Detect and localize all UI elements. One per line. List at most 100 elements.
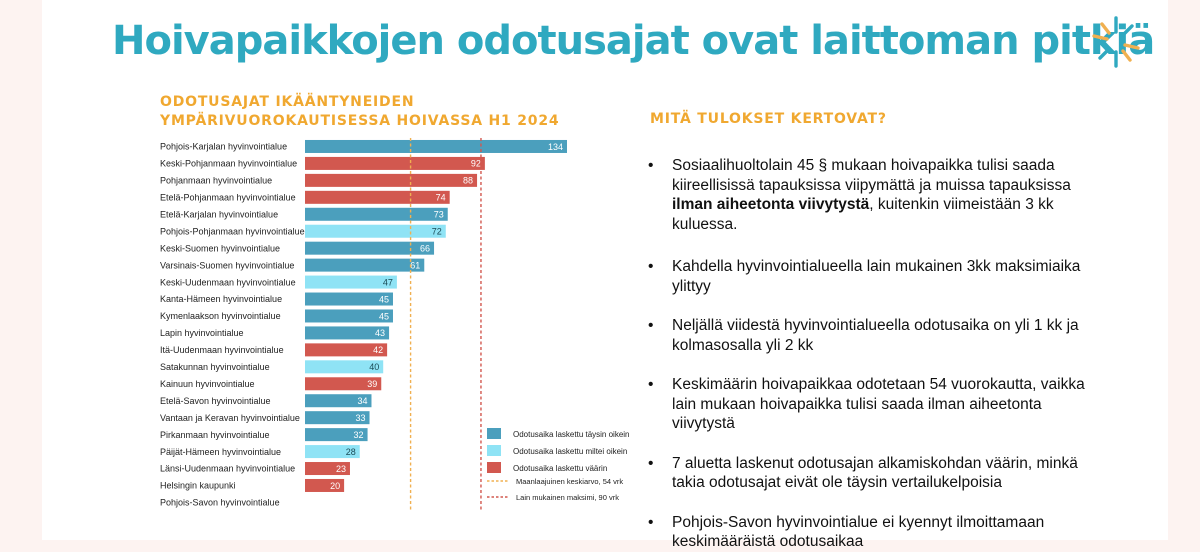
result-bullet: • Keskimäärin hoivapaikkaa odotetaan 54 v… [646,375,1086,434]
bullet-dot-icon: • [648,258,654,275]
legend-label: Odotusaika laskettu miltei oikein [513,447,627,456]
bullet-text: Sosiaalihuoltolain 45 § mukaan hoivapaik… [672,157,1071,194]
result-bullet: • 7 aluetta laskenut odotusajan alkamisko… [646,454,1086,493]
category-label: Pohjois-Savon hyvinvointialue [160,498,280,508]
bar [305,139,567,153]
bar-value-label: 134 [548,142,563,152]
bar [305,207,448,221]
category-label: Etelä-Karjalan hyvinvointialue [160,209,278,219]
chart-title-line2: YMPÄRIVUOROKAUTISESSA HOIVASSA H1 2024 [160,113,560,129]
category-label: Länsi-Uudenmaan hyvinvointialue [160,464,295,474]
bar [305,173,478,187]
bar [305,377,382,391]
category-label: Pohjanmaan hyvinvointialue [160,176,272,186]
bar-value-label: 28 [346,447,356,457]
legend-label: Odotusaika laskettu täysin oikein [513,430,630,439]
chart-title-line1: ODOTUSAJAT IKÄÄNTYNEIDEN [160,94,415,110]
bar [305,462,350,476]
bar-value-label: 45 [379,294,389,304]
category-label: Kanta-Hämeen hyvinvointialue [160,294,282,304]
category-label: Pirkanmaan hyvinvointialue [160,430,270,440]
bullet-emphasis: ilman aiheetonta viivytystä [672,196,870,213]
bar [305,156,485,170]
bar [305,428,368,442]
results-heading: MITÄ TULOKSET KERTOVAT? [650,111,887,127]
bar-value-label: 45 [379,311,389,321]
category-label: Pohjois-Karjalan hyvinvointialue [160,142,287,152]
sparkle-logo-icon [1092,16,1140,68]
bar-value-label: 73 [434,210,444,220]
bar-value-label: 47 [383,277,393,287]
bar [305,360,384,374]
bar-value-label: 40 [369,362,379,372]
bullet-dot-icon: • [648,513,654,531]
bar-value-label: 23 [336,464,346,474]
category-label: Itä-Uudenmaan hyvinvointialue [160,345,284,355]
chart-title: ODOTUSAJAT IKÄÄNTYNEIDEN YMPÄRIVUOROKAUT… [160,93,600,131]
bullet-text: Keskimäärin hoivapaikkaa odotetaan 54 vu… [672,376,1085,432]
category-label: Helsingin kaupunki [160,481,236,491]
slide-title: Hoivapaikkojen odotusajat ovat laittoman… [112,18,1155,64]
bullet-dot-icon: • [648,157,654,174]
bullet-text: Kahdella hyvinvointialueella lain mukain… [672,258,1081,295]
bar [305,309,393,323]
legend-swatch [487,428,501,439]
category-label: Satakunnan hyvinvointialue [160,362,270,372]
bar [305,275,397,289]
category-label: Varsinais-Suomen hyvinvointialue [160,260,294,270]
waiting-times-bar-chart: Pohjois-Karjalan hyvinvointialue 134 Keski… [160,138,630,511]
slide [42,0,1168,540]
bar [305,241,435,255]
bar [305,326,390,340]
bullet-text: 7 aluetta laskenut odotusajan alkamiskoh… [672,454,1078,492]
category-label: Etelä-Pohjanmaan hyvinvointialue [160,193,296,203]
legend-label: Odotusaika laskettu väärin [513,464,607,473]
bar-value-label: 92 [471,159,481,169]
bullet-text-end: , kuitenkin viimeistään 3 kk kuluessa. [672,196,1054,233]
result-bullet: • Kahdella hyvinvointialueella lain mukai… [646,257,1086,296]
category-label: Lapin hyvinvointialue [160,328,244,338]
bullet-text: Pohjois-Savon hyvinvointialue ei kyennyt… [672,513,1045,551]
category-label: Keski-Uudenmaan hyvinvointialue [160,277,296,287]
bar-value-label: 34 [357,396,367,406]
category-label: Etelä-Savon hyvinvointialue [160,396,271,406]
bar-value-label: 32 [354,430,364,440]
category-label: Pohjois-Pohjanmaan hyvinvointialue [160,226,305,236]
bar-value-label: 43 [375,328,385,338]
legend-label: Maanlaajuinen keskiarvo, 54 vrk [516,477,623,486]
bar-value-label: 33 [356,413,366,423]
bar [305,343,388,357]
bullet-dot-icon: • [648,317,654,334]
results-bullet-list: • Sosiaalihuoltolain 45 § mukaan hoivapai… [646,156,1086,552]
category-label: Vantaan ja Keravan hyvinvointialue [160,413,300,423]
bar [305,394,372,408]
bar [305,258,425,272]
result-bullet: • Neljällä viidestä hyvinvointialueella o… [646,316,1086,355]
result-bullet: • Pohjois-Savon hyvinvointialue ei kyenny… [646,513,1086,552]
bar [305,445,360,459]
bar-value-label: 88 [463,176,473,186]
result-bullet: • Sosiaalihuoltolain 45 § mukaan hoivapai… [646,156,1086,234]
category-label: Päijät-Hämeen hyvinvointialue [160,447,281,457]
category-label: Keski-Suomen hyvinvointialue [160,243,280,253]
bar [305,190,450,204]
bullet-dot-icon: • [648,454,654,472]
bar-value-label: 72 [432,227,442,237]
bullet-dot-icon: • [648,376,654,393]
bar [305,292,393,306]
bar-value-label: 39 [367,379,377,389]
bar-value-label: 61 [410,260,420,270]
category-label: Keski-Pohjanmaan hyvinvointialue [160,159,297,169]
bar-value-label: 20 [330,481,340,491]
bar [305,224,446,238]
bar [305,478,345,492]
legend-swatch [487,445,501,456]
category-label: Kymenlaakson hyvinvointialue [160,311,281,321]
bullet-text: Neljällä viidestä hyvinvointialueella od… [672,317,1079,354]
category-label: Kainuun hyvinvointialue [160,379,255,389]
bar [305,411,370,425]
legend-label: Lain mukainen maksimi, 90 vrk [516,493,619,502]
legend-swatch [487,462,501,473]
bar-value-label: 42 [373,345,383,355]
bar-value-label: 66 [420,243,430,253]
